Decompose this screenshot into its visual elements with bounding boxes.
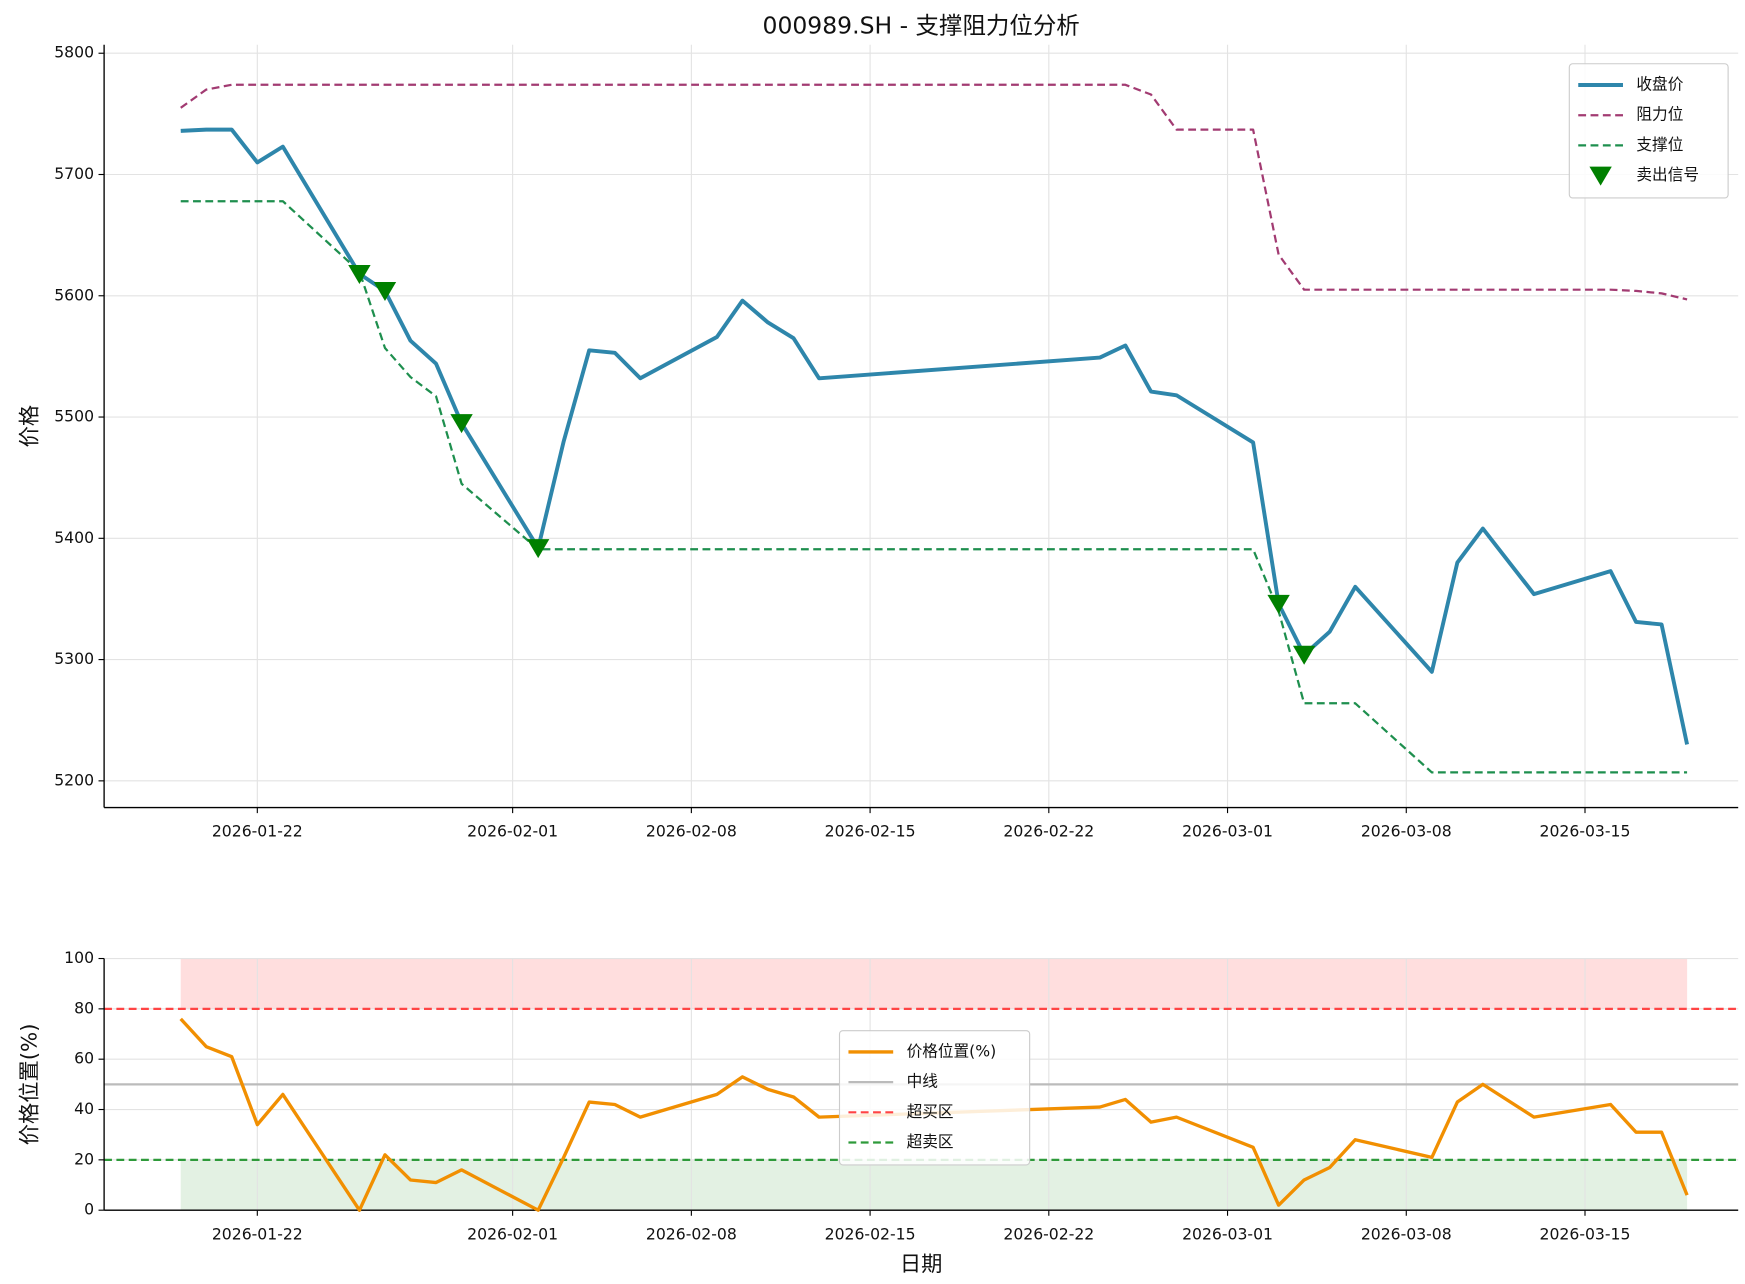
x-tick-label: 2026-03-08 bbox=[1361, 822, 1452, 841]
legend-box bbox=[838, 1030, 1031, 1166]
x-tick-label: 2026-03-01 bbox=[1182, 1224, 1273, 1243]
y-tick-label: 80 bbox=[74, 998, 94, 1017]
sell-signal bbox=[1267, 594, 1290, 614]
y-tick-label: 5200 bbox=[54, 770, 94, 789]
x-axis-label: 日期 bbox=[900, 1252, 943, 1277]
x-tick-label: 2026-03-15 bbox=[1540, 822, 1631, 841]
x-tick-label: 2026-02-22 bbox=[1003, 1224, 1094, 1243]
legend-label: 中线 bbox=[907, 1072, 939, 1091]
x-tick-label: 2026-03-01 bbox=[1182, 822, 1273, 841]
legend-label: 卖出信号 bbox=[1636, 165, 1699, 184]
series-line bbox=[180, 200, 1688, 774]
x-tick-label: 2026-02-01 bbox=[467, 1224, 558, 1243]
sell-signal bbox=[373, 281, 397, 301]
y-tick-label: 5400 bbox=[54, 528, 94, 547]
x-tick-label: 2026-02-22 bbox=[1003, 822, 1094, 841]
y-tick-label: 5500 bbox=[54, 407, 94, 426]
y-tick-label: 0 bbox=[84, 1200, 94, 1219]
zone bbox=[180, 958, 1688, 1009]
sell-signal bbox=[348, 264, 371, 285]
y-axis-label: 价格位置(%) bbox=[17, 1023, 42, 1145]
x-tick-label: 2026-02-15 bbox=[825, 822, 916, 841]
x-tick-label: 2026-02-15 bbox=[825, 1224, 916, 1243]
legend-label: 支撑位 bbox=[1636, 135, 1683, 154]
x-tick-label: 2026-02-08 bbox=[646, 822, 737, 841]
sell-signal bbox=[526, 539, 550, 559]
x-tick-label: 2026-01-22 bbox=[212, 1224, 303, 1243]
legend-label: 价格位置(%) bbox=[907, 1041, 997, 1060]
series-line bbox=[180, 127, 1689, 745]
sell-signal bbox=[450, 414, 473, 434]
y-tick-label: 5700 bbox=[54, 164, 94, 183]
legend-marker bbox=[1589, 166, 1612, 186]
legend-label: 收盘价 bbox=[1636, 75, 1683, 94]
y-tick-label: 60 bbox=[74, 1049, 94, 1068]
x-tick-label: 2026-03-08 bbox=[1361, 1224, 1452, 1243]
zone bbox=[180, 1159, 1688, 1211]
y-tick-label: 5600 bbox=[54, 285, 94, 304]
legend-box bbox=[1568, 63, 1729, 199]
y-tick-label: 5300 bbox=[54, 649, 94, 668]
chart-title: 000989.SH - 支撑阻力位分析 bbox=[763, 11, 1080, 39]
y-tick-label: 100 bbox=[64, 948, 94, 967]
legend-label: 超买区 bbox=[907, 1102, 954, 1121]
series-line bbox=[180, 83, 1688, 301]
y-axis-label: 价格 bbox=[17, 405, 42, 448]
x-tick-label: 2026-03-15 bbox=[1540, 1224, 1631, 1243]
x-tick-label: 2026-02-08 bbox=[646, 1224, 737, 1243]
x-tick-label: 2026-02-01 bbox=[467, 822, 558, 841]
x-tick-label: 2026-01-22 bbox=[212, 822, 303, 841]
sell-signal bbox=[1292, 645, 1316, 665]
legend-label: 阻力位 bbox=[1636, 105, 1683, 124]
y-tick-label: 5800 bbox=[54, 43, 94, 62]
series-line bbox=[179, 1017, 1689, 1212]
y-tick-label: 40 bbox=[74, 1099, 94, 1118]
y-tick-label: 20 bbox=[74, 1149, 94, 1168]
legend-label: 超卖区 bbox=[907, 1132, 954, 1151]
